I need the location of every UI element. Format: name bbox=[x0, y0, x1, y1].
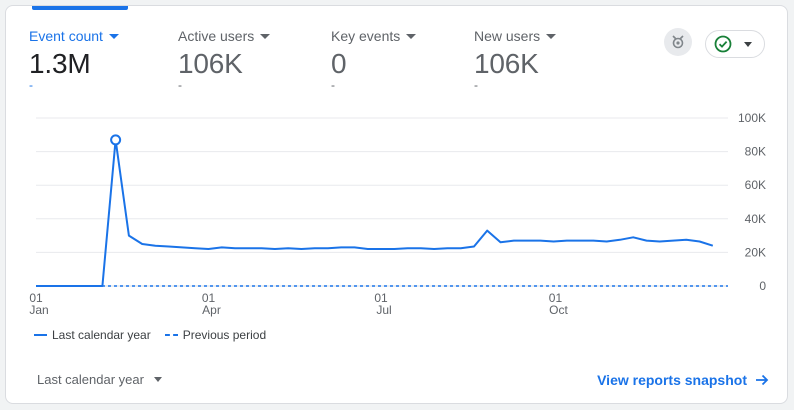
check-circle-icon bbox=[714, 35, 732, 53]
peak-point bbox=[110, 134, 122, 146]
legend-item-current: Last calendar year bbox=[34, 328, 151, 342]
metric-label-text: Event count bbox=[29, 28, 103, 44]
caret-down-icon bbox=[406, 34, 417, 39]
metric-delta: - bbox=[29, 78, 33, 92]
status-dropdown[interactable] bbox=[705, 30, 765, 58]
metric-active-users[interactable]: Active users 106K - bbox=[178, 28, 271, 92]
metric-label[interactable]: New users bbox=[474, 28, 557, 44]
x-tick-month: Apr bbox=[202, 303, 221, 317]
overview-card: Event count 1.3M - Active users 106K - K… bbox=[5, 5, 788, 404]
arrow-right-icon bbox=[756, 374, 769, 386]
x-tick-month: Jul bbox=[376, 303, 391, 317]
y-tick-label: 40K bbox=[745, 212, 766, 226]
insights-button[interactable] bbox=[664, 28, 692, 56]
chart-legend: Last calendar year Previous period bbox=[34, 328, 266, 342]
chevron-down-icon bbox=[744, 41, 752, 47]
metric-new-users[interactable]: New users 106K - bbox=[474, 28, 557, 92]
metric-value: 1.3M bbox=[29, 48, 91, 79]
y-tick-label: 60K bbox=[745, 178, 766, 192]
x-tick-day: 01 bbox=[549, 291, 563, 305]
x-tick-month: Jan bbox=[29, 303, 48, 317]
metric-key-events[interactable]: Key events 0 - bbox=[331, 28, 417, 92]
x-tick-day: 01 bbox=[374, 291, 388, 305]
y-tick-label: 80K bbox=[745, 145, 766, 159]
legend-dashed-swatch bbox=[164, 334, 178, 336]
snapshot-link-text: View reports snapshot bbox=[597, 372, 747, 388]
metric-delta: - bbox=[178, 78, 182, 92]
series-last-calendar-year bbox=[36, 138, 714, 287]
metric-delta: - bbox=[331, 78, 335, 92]
insights-icon bbox=[672, 35, 684, 49]
date-range-label: Last calendar year bbox=[37, 372, 144, 387]
metric-event-count[interactable]: Event count 1.3M - bbox=[29, 28, 119, 92]
y-tick-label: 100K bbox=[738, 111, 766, 125]
caret-down-icon bbox=[546, 34, 557, 39]
caret-down-icon bbox=[108, 34, 119, 39]
metric-delta: - bbox=[474, 78, 478, 92]
y-tick-label: 0 bbox=[759, 279, 766, 293]
metric-value: 106K bbox=[474, 48, 539, 79]
active-tab-indicator bbox=[32, 6, 128, 10]
x-tick-day: 01 bbox=[29, 291, 43, 305]
x-tick-month: Oct bbox=[549, 303, 568, 317]
view-reports-snapshot-link[interactable]: View reports snapshot bbox=[597, 372, 769, 388]
metric-label-text: Key events bbox=[331, 28, 401, 44]
metric-value: 106K bbox=[178, 48, 243, 79]
caret-down-icon bbox=[153, 377, 162, 382]
legend-item-previous: Previous period bbox=[164, 328, 267, 342]
caret-down-icon bbox=[260, 34, 271, 39]
metric-label[interactable]: Event count bbox=[29, 28, 119, 44]
y-tick-label: 20K bbox=[745, 245, 766, 259]
x-tick-day: 01 bbox=[202, 291, 216, 305]
date-range-selector[interactable]: Last calendar year bbox=[37, 372, 162, 387]
metric-label-text: Active users bbox=[178, 28, 255, 44]
metric-label-text: New users bbox=[474, 28, 541, 44]
legend-solid-swatch bbox=[34, 334, 47, 336]
legend-label-current: Last calendar year bbox=[52, 328, 151, 342]
metric-label[interactable]: Active users bbox=[178, 28, 271, 44]
metric-value: 0 bbox=[331, 48, 347, 79]
metric-label[interactable]: Key events bbox=[331, 28, 417, 44]
legend-label-previous: Previous period bbox=[182, 328, 267, 342]
